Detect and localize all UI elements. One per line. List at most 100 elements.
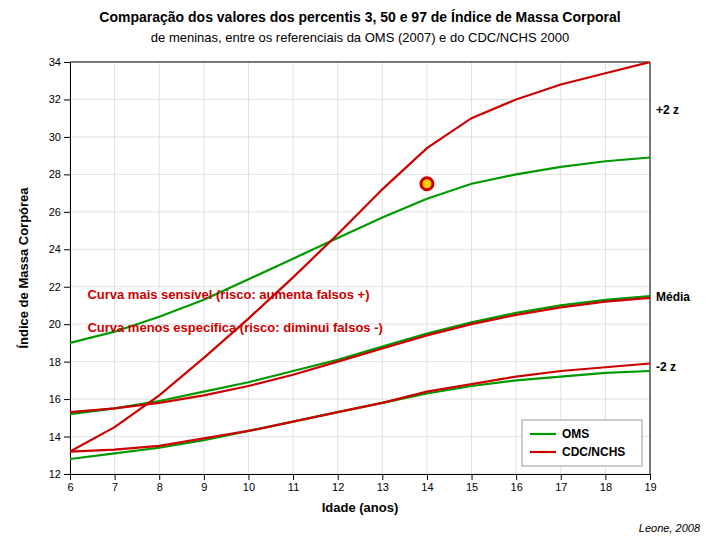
line-label: +2 z [656, 103, 679, 117]
x-axis-tick-label: 6 [67, 481, 73, 493]
x-axis-tick: 6 [67, 474, 73, 493]
chart: Comparação dos valores dos percentis 3, … [0, 0, 720, 540]
y-axis-tick-mark [64, 362, 70, 363]
x-axis-tick-label: 18 [600, 481, 612, 493]
x-axis-tick-mark [427, 474, 428, 480]
y-axis-tick: 30 [49, 131, 70, 143]
grid-line-x [516, 62, 517, 474]
x-axis-tick-label: 8 [157, 481, 163, 493]
y-axis-tick-mark [64, 212, 70, 213]
grid-line-x [605, 62, 606, 474]
y-axis-tick-label: 28 [49, 168, 61, 180]
series-line [70, 364, 650, 452]
grid-line-y [70, 99, 650, 100]
y-axis-tick-mark [64, 99, 70, 100]
x-axis-tick: 19 [644, 474, 656, 493]
y-axis-tick-label: 30 [49, 131, 61, 143]
annotations: Curva mais sensível (risco: aumenta fals… [87, 103, 690, 375]
y-axis-tick: 32 [49, 93, 70, 105]
grid-line-y [70, 136, 650, 137]
y-axis-tick-mark [64, 287, 70, 288]
x-axis-tick: 16 [511, 474, 523, 493]
grid-line-x [382, 62, 383, 474]
x-axis-line [71, 475, 651, 481]
grid-line-x [650, 62, 651, 474]
x-axis-tick-label: 17 [555, 481, 567, 493]
y-axis-tick: 14 [49, 431, 70, 443]
y-axis-tick-mark [64, 399, 70, 400]
x-axis-tick: 15 [466, 474, 478, 493]
y-axis-tick-mark [64, 324, 70, 325]
x-axis-title: Idade (anos) [322, 500, 399, 515]
y-axis-line [64, 63, 71, 475]
grid-line-y [70, 399, 650, 400]
plot-frame [70, 62, 650, 63]
x-axis-tick-label: 10 [243, 481, 255, 493]
grid-line-y [70, 174, 650, 175]
y-axis-tick: 28 [49, 168, 70, 180]
x-axis-tick: 12 [332, 474, 344, 493]
y-axis-tick-mark [64, 137, 70, 138]
x-axis-tick-mark [204, 474, 205, 480]
x-axis-tick-mark [650, 474, 651, 480]
y-axis-tick-mark [64, 437, 70, 438]
y-axis-tick: 34 [49, 56, 70, 68]
y-axis-title: Índice de Massa Corpórea [16, 187, 31, 349]
x-axis-tick: 13 [377, 474, 389, 493]
legend-label: CDC/NCHS [562, 445, 625, 459]
legend-box [522, 420, 642, 466]
line-label: -2 z [656, 360, 676, 374]
plot: 6789101112131415161718191214161820222426… [16, 56, 690, 515]
x-axis-tick: 18 [600, 474, 612, 493]
grid-line-x [159, 62, 160, 474]
x-axis-tick: 17 [555, 474, 567, 493]
x-axis-tick-label: 9 [201, 481, 207, 493]
grid [70, 62, 650, 474]
x-axis-tick-label: 14 [421, 481, 433, 493]
x-axis-tick-mark [472, 474, 473, 480]
y-axis-tick-label: 26 [49, 206, 61, 218]
grid-line-y [70, 249, 650, 250]
x-axis-tick: 14 [421, 474, 433, 493]
y-axis-tick-label: 20 [49, 318, 61, 330]
x-axis-tick-label: 11 [288, 481, 299, 493]
x-axis-tick-mark [293, 474, 294, 480]
y-axis-tick-mark [64, 174, 70, 175]
line-label: Média [656, 290, 690, 304]
x-axis-tick-mark [605, 474, 606, 480]
annotation: Curva menos específica (risco: diminui f… [87, 320, 382, 335]
marks [70, 62, 650, 459]
x-axis-tick-mark [159, 474, 160, 480]
y-axis-tick-label: 12 [49, 468, 61, 480]
y-axis-tick-label: 22 [49, 281, 61, 293]
y-axis-tick-mark [64, 474, 70, 475]
x-axis: 6 7 8 9 10 11 12 13 14 15 16 17 18 19 [67, 474, 656, 493]
subtitle: de meninas, entre os referenciais da OMS… [151, 30, 569, 45]
x-axis-tick-label: 19 [644, 481, 656, 493]
x-axis-tick-mark [248, 474, 249, 480]
y-axis-tick: 12 [49, 468, 70, 480]
grid-line-y [70, 62, 650, 63]
annotation: Curva mais sensível (risco: aumenta fals… [87, 287, 369, 302]
y-axis-tick: 20 [49, 318, 70, 330]
grid-line-x [248, 62, 249, 474]
series-line [70, 298, 650, 412]
y-axis-tick-label: 16 [49, 393, 61, 405]
x-axis-tick-label: 12 [332, 481, 344, 493]
x-axis-tick: 11 [288, 474, 299, 493]
x-axis-tick-label: 13 [377, 481, 389, 493]
y-axis-tick: 26 [49, 206, 70, 218]
y-axis-tick-mark [64, 62, 70, 63]
y-axis-tick-label: 32 [49, 93, 61, 105]
title: Comparação dos valores dos percentis 3, … [99, 9, 620, 25]
caption: Leone, 2008 [639, 522, 701, 534]
x-axis-tick-label: 16 [511, 481, 523, 493]
series-line [70, 158, 650, 343]
legend: OMS CDC/NCHS [522, 420, 642, 466]
plot-frame [650, 62, 651, 474]
grid-line-y [70, 361, 650, 362]
y-axis-tick-label: 18 [49, 356, 61, 368]
x-axis-tick: 7 [112, 474, 118, 493]
legend-label: OMS [562, 427, 589, 441]
grid-line-x [203, 62, 204, 474]
